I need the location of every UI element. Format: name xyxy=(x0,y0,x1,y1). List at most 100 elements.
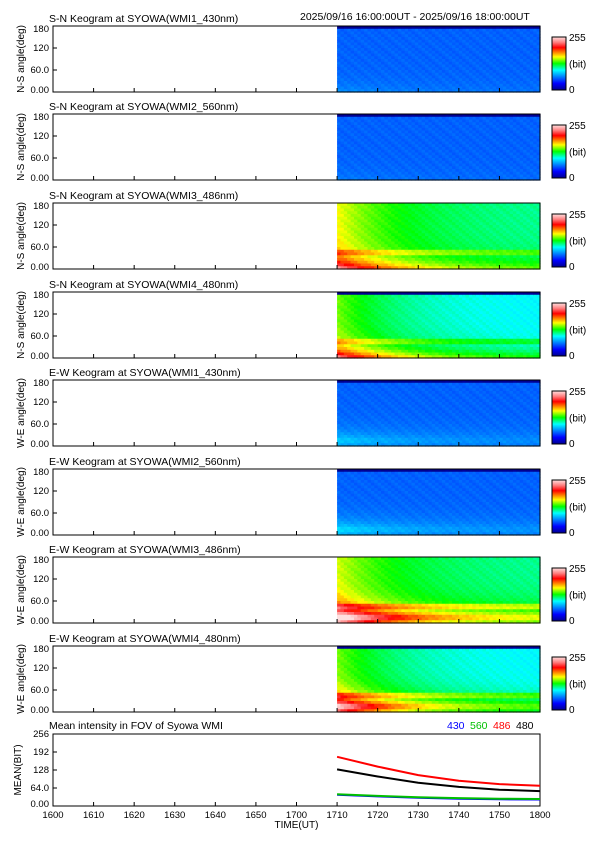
keogram-cell xyxy=(357,152,362,156)
keogram-cell xyxy=(458,205,463,210)
keogram-cell xyxy=(411,133,416,137)
keogram-cell xyxy=(367,130,372,134)
keogram-cell xyxy=(428,255,433,259)
keogram-cell xyxy=(360,136,365,140)
keogram-cell xyxy=(384,42,389,46)
keogram-cell xyxy=(485,260,490,265)
keogram-cell xyxy=(502,158,507,162)
keogram-cell xyxy=(452,233,457,237)
keogram-cell xyxy=(340,205,345,210)
keogram-cell xyxy=(364,141,369,145)
keogram-cell xyxy=(462,50,467,55)
keogram-cell xyxy=(468,227,473,232)
keogram-cell xyxy=(428,138,433,143)
keogram-cell xyxy=(458,249,463,254)
keogram-cell xyxy=(428,249,433,254)
keogram-cell xyxy=(414,141,419,145)
keogram-cell xyxy=(529,119,534,123)
keogram-cell xyxy=(404,258,409,262)
keogram-cell xyxy=(462,116,467,121)
keogram-cell xyxy=(421,233,426,237)
keogram-cell xyxy=(536,236,541,240)
keogram-cell xyxy=(479,119,484,123)
keogram-cell xyxy=(438,64,443,68)
keogram-cell xyxy=(448,61,453,66)
keogram-cell xyxy=(489,166,494,170)
keogram-cell xyxy=(475,136,480,140)
keogram-cell xyxy=(357,119,362,123)
keogram-cell xyxy=(533,141,538,145)
keogram-cell xyxy=(435,28,440,33)
keogram-cell xyxy=(408,308,413,312)
keogram-cell xyxy=(452,86,457,90)
keogram-cell xyxy=(492,163,497,167)
keogram-cell xyxy=(411,155,416,159)
keogram-cell xyxy=(492,64,497,68)
keogram-cell xyxy=(492,203,497,207)
keogram-cell xyxy=(502,255,507,259)
keogram-cell xyxy=(408,72,413,77)
keogram-cell xyxy=(502,138,507,143)
keogram-cell xyxy=(482,230,487,234)
keogram-cell xyxy=(485,169,490,173)
keogram-cell xyxy=(360,50,365,55)
keogram-cell xyxy=(357,53,362,57)
keogram-cell xyxy=(502,177,507,181)
keogram-cell xyxy=(401,133,406,137)
keogram-cell xyxy=(431,147,436,151)
keogram-cell xyxy=(401,50,406,55)
keogram-cell xyxy=(526,56,531,60)
keogram-cell xyxy=(472,42,477,46)
keogram-cell xyxy=(418,119,423,123)
keogram-cell xyxy=(353,166,358,170)
keogram-cell xyxy=(387,333,392,337)
keogram-cell xyxy=(364,222,369,226)
keogram-cell xyxy=(529,263,534,267)
keogram-cell xyxy=(353,303,358,307)
keogram-cell xyxy=(387,37,392,41)
keogram-cell xyxy=(485,152,490,156)
keogram-cell xyxy=(391,39,396,44)
keogram-cell xyxy=(536,177,541,181)
keogram-cell xyxy=(370,341,375,345)
keogram-cell xyxy=(357,50,362,55)
keogram-cell xyxy=(387,297,392,301)
keogram-cell xyxy=(526,89,531,93)
keogram-cell xyxy=(509,28,514,33)
keogram-cell xyxy=(377,174,382,178)
keogram-cell xyxy=(448,64,453,68)
keogram-cell xyxy=(529,130,534,134)
keogram-cell xyxy=(465,72,470,77)
keogram-cell xyxy=(370,127,375,132)
keogram-cell xyxy=(438,233,443,237)
keogram-cell xyxy=(475,31,480,35)
keogram-cell xyxy=(445,222,450,226)
keogram-cell xyxy=(506,222,511,226)
keogram-cell xyxy=(394,341,399,345)
keogram-cell xyxy=(360,116,365,121)
keogram-cell xyxy=(421,149,426,154)
keogram-cell xyxy=(472,75,477,79)
keogram-cell xyxy=(468,214,473,218)
keogram-cell xyxy=(506,45,511,49)
keogram-cell xyxy=(357,42,362,46)
keogram-cell xyxy=(458,72,463,77)
keogram-cell xyxy=(364,260,369,265)
keogram-cell xyxy=(397,319,402,323)
keogram-cell xyxy=(489,114,494,118)
keogram-cell xyxy=(475,258,480,262)
keogram-cell xyxy=(523,83,528,88)
keogram-cell xyxy=(337,169,342,173)
keogram-cell xyxy=(381,61,386,66)
keogram-cell xyxy=(364,133,369,137)
keogram-cell xyxy=(509,59,514,63)
keogram-cell xyxy=(357,61,362,66)
keogram-cell xyxy=(364,255,369,259)
keogram-cell xyxy=(455,67,460,71)
keogram-cell xyxy=(340,28,345,33)
keogram-cell xyxy=(428,136,433,140)
keogram-cell xyxy=(337,252,342,256)
keogram-cell xyxy=(421,34,426,38)
keogram-cell xyxy=(519,155,524,159)
keogram-cell xyxy=(438,75,443,79)
